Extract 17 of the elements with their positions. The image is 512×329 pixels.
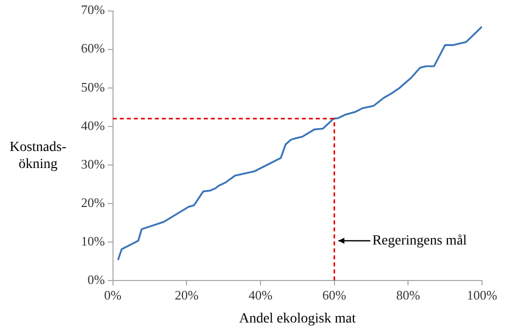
y-tick-label: 70%	[80, 2, 105, 18]
x-tick-label: 100%	[466, 288, 498, 303]
ref-line-label: Regeringens mål	[372, 233, 467, 248]
y-tick-label: 50%	[80, 79, 105, 94]
x-tick-label: 0%	[104, 288, 122, 303]
y-tick-label: 40%	[80, 118, 105, 133]
y-axis-title: Kostnads- ökning	[10, 140, 67, 172]
y-tick-label: 0%	[87, 272, 105, 287]
x-tick-label: 40%	[248, 288, 273, 303]
x-tick-label: 60%	[322, 288, 346, 303]
y-tick-label: 10%	[80, 233, 105, 248]
x-tick-label: 20%	[174, 288, 199, 303]
x-axis-title: Andel ekologisk mat	[239, 312, 356, 327]
y-tick-label: 60%	[80, 40, 105, 56]
y-tick-label: 20%	[80, 194, 105, 210]
x-tick-label: 80%	[396, 288, 420, 303]
y-tick-label: 30%	[80, 156, 105, 172]
